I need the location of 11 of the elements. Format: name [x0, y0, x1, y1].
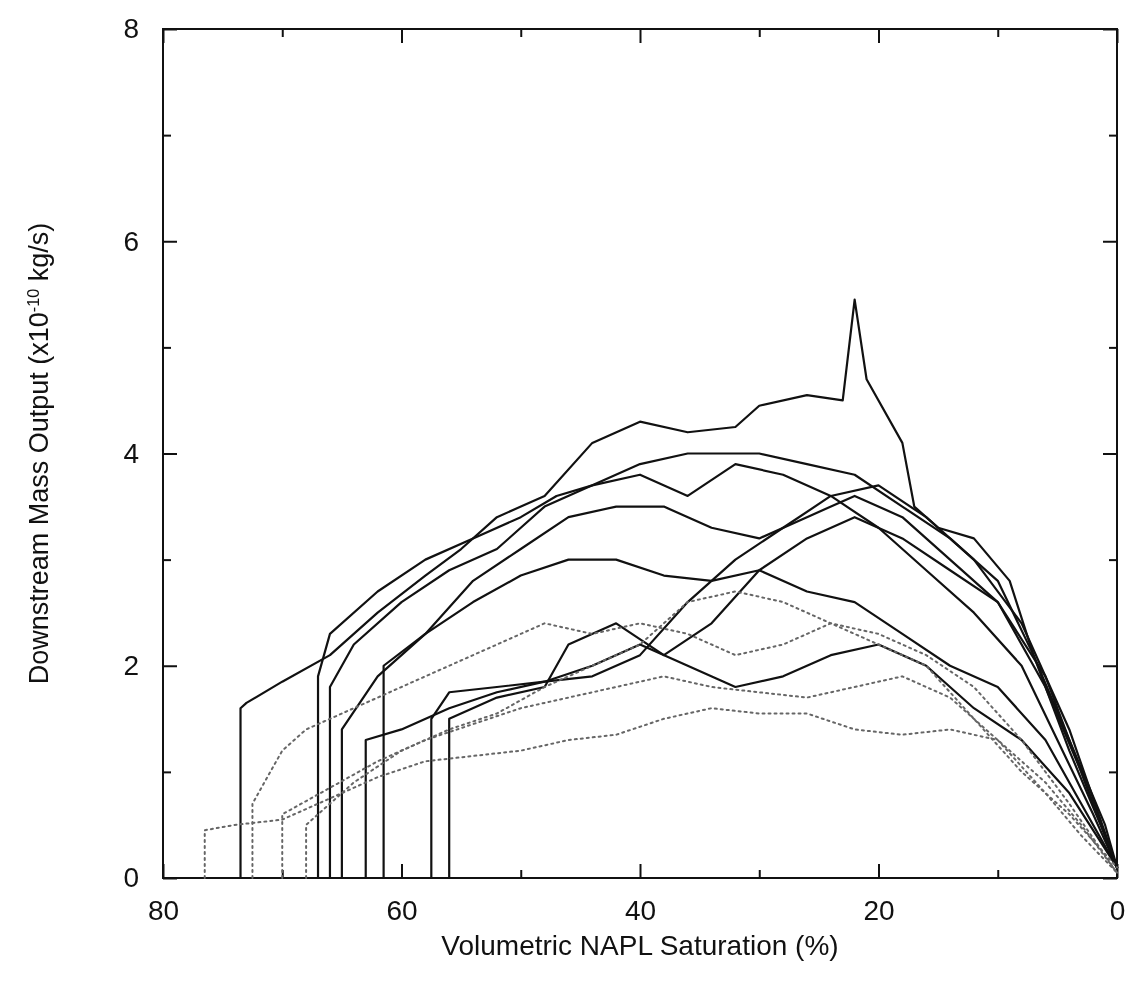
x-tick-label: 60 [386, 894, 418, 926]
y-tick-label: 0 [123, 862, 139, 894]
x-tick-label: 20 [863, 894, 895, 926]
x-tick-label: 0 [1109, 894, 1126, 926]
y-tick-label: 6 [123, 225, 139, 257]
y-tick-label: 8 [123, 13, 139, 45]
y-tick-label: 4 [123, 437, 139, 469]
y-tick-label: 2 [123, 650, 139, 682]
x-tick-label: 80 [147, 894, 180, 926]
x-tick-label: 40 [624, 894, 657, 926]
x-axis-title: Volumetric NAPL Saturation (%) [441, 930, 839, 961]
